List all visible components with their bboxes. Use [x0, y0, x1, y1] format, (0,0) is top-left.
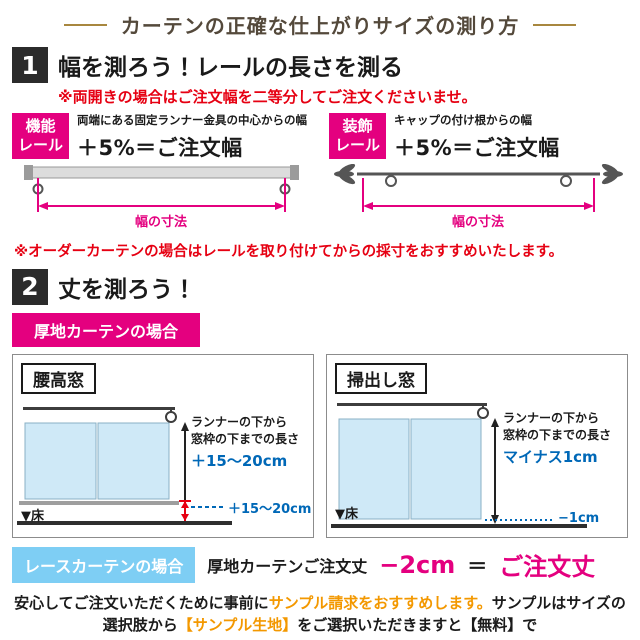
runner-icon: [477, 406, 489, 419]
curtain-panel: [410, 418, 482, 520]
decorative-rail-desc: キャップの付け根からの幅: [394, 113, 533, 127]
footer-seg5: をご選択いただきますと【無料】で: [297, 616, 538, 635]
waist-high-window-title: 腰高窓: [21, 362, 96, 394]
lace-formula-text: 厚地カーテンご注文丈: [207, 556, 368, 576]
floor-label: ▼床: [21, 508, 44, 524]
thick-curtain-banner: 厚地カーテンの場合: [12, 312, 201, 347]
window-diagrams: 腰高窓 ランナーの下から 窓枠の下までの長さ ＋15～20cm ＋15～20cm…: [12, 353, 628, 538]
rail-bar: [27, 166, 296, 179]
decorative-rail-label-line1: 装飾: [342, 117, 373, 135]
footer-seg1: 安心してご注文いただくために事前に: [14, 593, 269, 612]
functional-rail-label-line2: レール: [18, 135, 64, 154]
title-decoration-line-left: [64, 23, 107, 26]
window-sill: [19, 500, 179, 505]
waist-high-value: ＋15～20cm: [191, 451, 288, 470]
functional-rail-label: 機能 レール: [12, 113, 70, 159]
step1-number-badge: 1: [12, 47, 48, 83]
rail-end-cap-right: [290, 164, 299, 180]
footer-seg3: サンプルはサイズの選択肢から: [102, 593, 626, 635]
floor-window-title: 掃出し窓: [335, 362, 427, 394]
step1-note: ※両開きの場合はご注文幅を二等分してご注文くださいませ。: [58, 88, 477, 106]
floor-line: [17, 520, 232, 525]
floor-line: [331, 523, 587, 528]
step2-heading: 丈を測ろう！: [58, 276, 196, 303]
step1-bottom-note: ※オーダーカーテンの場合はレールを取り付けてからの採寸をおすすめいたします。: [14, 243, 564, 260]
waist-high-window-box: 腰高窓 ランナーの下から 窓枠の下までの長さ ＋15～20cm ＋15～20cm…: [12, 353, 314, 538]
rail-end-cap-left: [24, 164, 33, 180]
decorative-rail-label-line2: レール: [335, 135, 381, 154]
footer-seg4-highlight: 【サンプル生地】: [177, 616, 298, 635]
functional-rail-info: 両端にある固定ランナー金具の中心からの幅 ＋5%＝ご注文幅: [77, 113, 307, 162]
functional-width-measure-label: 幅の寸法: [135, 214, 187, 230]
step1-header: 1 幅を測ろう！レールの長さを測る: [12, 47, 628, 83]
lace-formula-equals: ＝: [467, 554, 488, 579]
functional-rail-head: 機能 レール 両端にある固定ランナー金具の中心からの幅 ＋5%＝ご注文幅: [12, 113, 311, 162]
rail-line: [337, 402, 487, 406]
functional-rail-diagram: 幅の寸法: [12, 164, 311, 234]
decorative-rail-formula: ＋5%＝ご注文幅: [394, 135, 560, 160]
lace-curtain-row: レースカーテンの場合 厚地カーテンご注文丈 −2cm ＝ ご注文丈: [12, 546, 628, 583]
decorative-width-measure-label: 幅の寸法: [452, 214, 504, 230]
functional-rail-formula: ＋5%＝ご注文幅: [77, 135, 243, 160]
waist-high-window-illustration: [17, 406, 232, 525]
floor-window-value: マイナス1cm: [503, 447, 598, 466]
decorative-rail-section: 装飾 レール キャップの付け根からの幅 ＋5%＝ご注文幅: [329, 113, 628, 234]
finial-icon-left: [334, 163, 356, 184]
curtain-panel: [24, 422, 97, 500]
lace-curtain-banner: レースカーテンの場合: [12, 546, 196, 583]
footer-seg2-highlight: サンプル請求をおすすめします。: [268, 593, 492, 612]
floor-label: ▼床: [335, 506, 358, 522]
step2-header: 2 丈を測ろう！: [12, 268, 628, 305]
page-title: カーテンの正確な仕上がりサイズの測り方: [120, 14, 520, 38]
waist-high-desc-line1: ランナーの下から: [191, 414, 288, 429]
rail-columns: 機能 レール 両端にある固定ランナー金具の中心からの幅 ＋5%＝ご注文幅: [12, 113, 628, 234]
lace-formula-minus: −2cm: [379, 550, 456, 579]
functional-rail-illustration: 幅の寸法: [24, 164, 299, 230]
title-decoration-line-right: [533, 23, 576, 26]
lace-formula-result: ご注文丈: [499, 553, 596, 582]
functional-rail-desc: 両端にある固定ランナー金具の中心からの幅: [77, 113, 308, 127]
waist-high-desc-line2: 窓枠の下までの長さ: [191, 431, 300, 446]
decorative-rail-head: 装飾 レール キャップの付け根からの幅 ＋5%＝ご注文幅: [329, 113, 628, 162]
runner-icon: [165, 410, 177, 423]
sample-request-note: 安心してご注文いただくために事前にサンプル請求をおすすめします。サンプルはサイズ…: [12, 592, 628, 637]
floor-window-desc-line1: ランナーの下から: [503, 410, 600, 425]
floor-window-annotation: −1cm: [558, 510, 600, 526]
floor-window-illustration: [331, 402, 587, 528]
functional-rail-section: 機能 レール 両端にある固定ランナー金具の中心からの幅 ＋5%＝ご注文幅: [12, 113, 311, 234]
curtain-panel: [97, 422, 170, 500]
curtain-panel: [338, 418, 410, 520]
functional-rail-label-line1: 機能: [25, 117, 56, 135]
finial-icon-right: [601, 163, 623, 184]
decorative-rail-diagram: 幅の寸法: [329, 163, 628, 234]
page-header: カーテンの正確な仕上がりサイズの測り方: [12, 10, 628, 39]
floor-window-box: 掃出し窓 ランナーの下から 窓枠の下までの長さ マイナス1cm −1cm ▼床: [326, 353, 628, 538]
ring-icon: [560, 174, 572, 187]
floor-window-desc-line2: 窓枠の下までの長さ: [503, 427, 612, 442]
waist-high-annotation: ＋15～20cm: [228, 501, 312, 517]
decorative-rail-info: キャップの付け根からの幅 ＋5%＝ご注文幅: [394, 113, 560, 162]
rail-line: [23, 406, 175, 410]
step2-number-badge: 2: [12, 268, 48, 305]
decorative-rail-label: 装飾 レール: [329, 113, 387, 159]
ring-icon: [385, 174, 397, 187]
decorative-rail-illustration: 幅の寸法: [334, 163, 623, 230]
step1-heading: 幅を測ろう！レールの長さを測る: [58, 55, 403, 81]
